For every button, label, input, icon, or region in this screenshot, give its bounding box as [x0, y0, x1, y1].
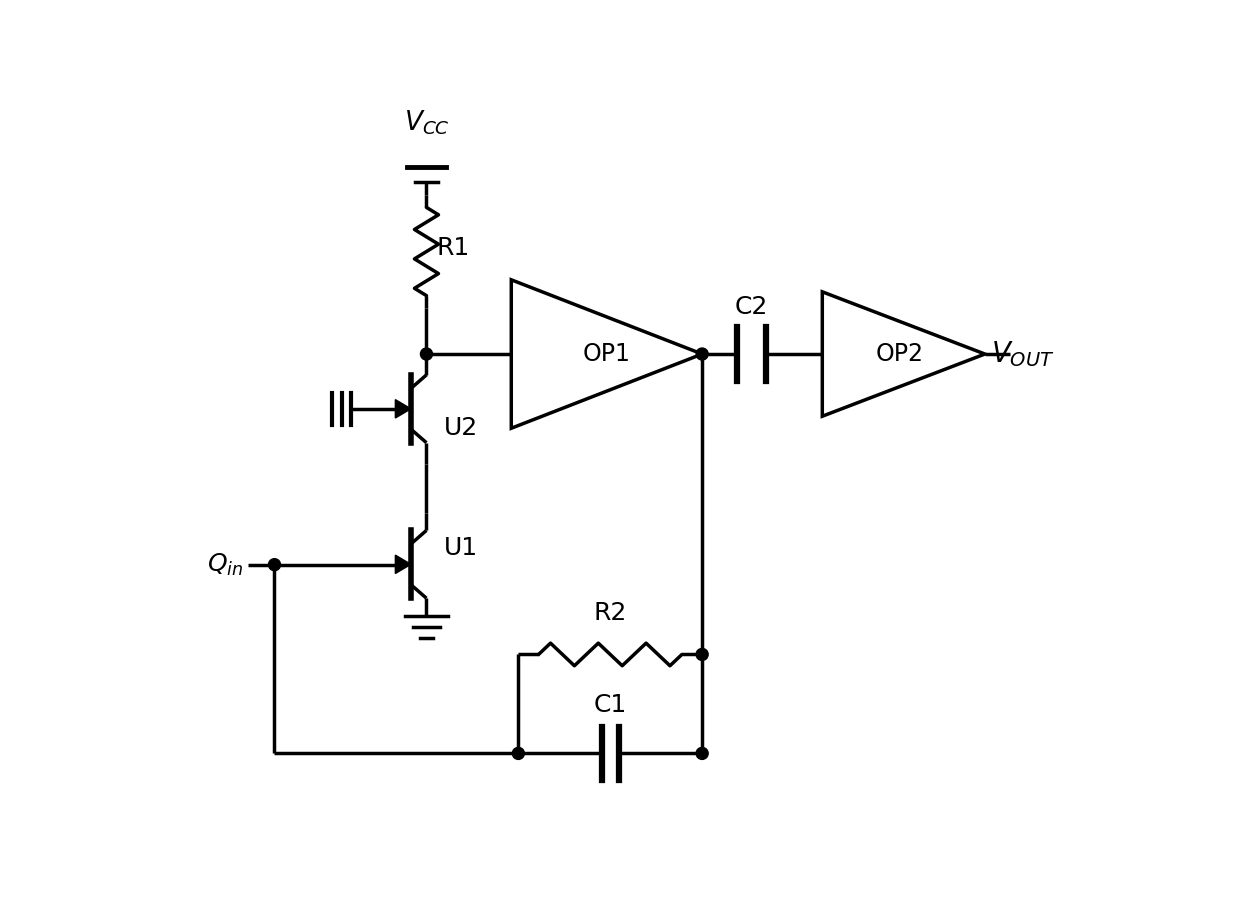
Circle shape — [513, 747, 524, 759]
Circle shape — [696, 648, 709, 660]
Text: OP2: OP2 — [876, 342, 924, 366]
Circle shape — [269, 559, 280, 571]
Text: R2: R2 — [593, 600, 627, 625]
Text: $\mathit{V_{OUT}}$: $\mathit{V_{OUT}}$ — [990, 339, 1054, 369]
Text: $V_{CC}$: $V_{CC}$ — [404, 108, 450, 137]
Text: U2: U2 — [444, 416, 478, 441]
Text: OP1: OP1 — [582, 342, 631, 366]
Text: U1: U1 — [444, 536, 478, 560]
Polygon shape — [395, 399, 411, 418]
Circle shape — [420, 348, 432, 360]
Text: C1: C1 — [593, 693, 627, 717]
Circle shape — [696, 348, 709, 360]
Polygon shape — [395, 555, 411, 574]
Text: R1: R1 — [436, 236, 470, 260]
Text: $Q_{in}$: $Q_{in}$ — [207, 552, 244, 577]
Text: C2: C2 — [735, 295, 768, 319]
Circle shape — [696, 747, 709, 759]
